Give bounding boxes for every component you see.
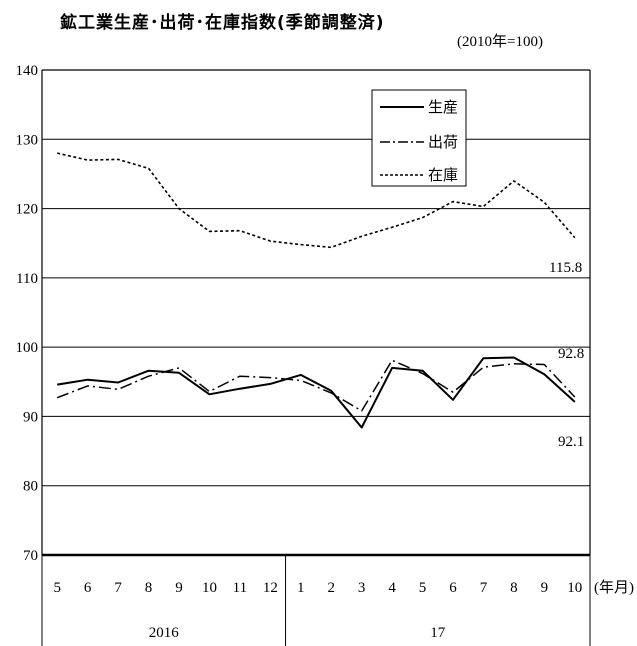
y-tick-label: 130: [16, 132, 39, 148]
y-tick-label: 110: [16, 271, 38, 287]
x-tick-label: 12: [263, 580, 278, 596]
x-tick-label: 2: [327, 580, 335, 596]
x-tick-label: 1: [297, 580, 305, 596]
x-axis: 5 6 7 8 9 10 11 12 1 2 3 4 5 6 7 8 9 10 (年月)2016 17: [41, 555, 634, 646]
x-tick-label: 3: [358, 580, 366, 596]
y-tick-label: 120: [16, 202, 39, 218]
series-line: [57, 356, 576, 429]
annotation-production-last: 92.1: [558, 434, 584, 450]
x-tick-label: 7: [480, 580, 488, 596]
legend-label-inventory: 在庫: [428, 166, 458, 184]
annotation-inventory-last: 115.8: [549, 260, 582, 276]
x-tick-label: 6: [84, 580, 92, 596]
legend-label-shipment: 出荷: [428, 133, 458, 151]
x-tick-label: 4: [388, 580, 396, 596]
chart-subtitle: (2010年=100): [457, 33, 543, 50]
year-label: 2016: [149, 625, 180, 641]
x-tick-label: 5: [53, 580, 61, 596]
x-tick-label: 9: [175, 580, 183, 596]
x-axis-unit: (年月): [594, 579, 634, 596]
series-line: [56, 359, 576, 412]
y-tick-label: 140: [16, 63, 39, 79]
x-tick-label: 11: [233, 580, 247, 596]
legend-label-production: 生産: [428, 98, 458, 116]
legend: 生産 出荷 在庫: [371, 89, 467, 187]
series-lines: [56, 152, 576, 429]
annotation-shipment-last: 92.8: [558, 346, 584, 362]
series-line: [57, 152, 576, 249]
x-tick-label: 10: [567, 580, 582, 596]
chart-title: 鉱工業生産･出荷･在庫指数(季節調整済): [60, 12, 385, 33]
year-label: 17: [430, 625, 446, 641]
x-tick-label: 10: [202, 580, 217, 596]
y-tick-label: 100: [16, 340, 39, 356]
y-tick-label: 80: [23, 479, 38, 495]
y-tick-label: 90: [23, 409, 38, 425]
grid: [41, 69, 591, 557]
x-tick-label: 5: [419, 580, 427, 596]
y-axis-ticks: 70 80 90 100 110 120 130 140: [16, 63, 39, 564]
x-tick-label: 8: [510, 580, 518, 596]
x-tick-label: 7: [114, 580, 122, 596]
y-tick-label: 70: [23, 548, 38, 564]
x-tick-label: 8: [145, 580, 153, 596]
x-tick-label: 6: [449, 580, 457, 596]
x-tick-label: 9: [541, 580, 549, 596]
